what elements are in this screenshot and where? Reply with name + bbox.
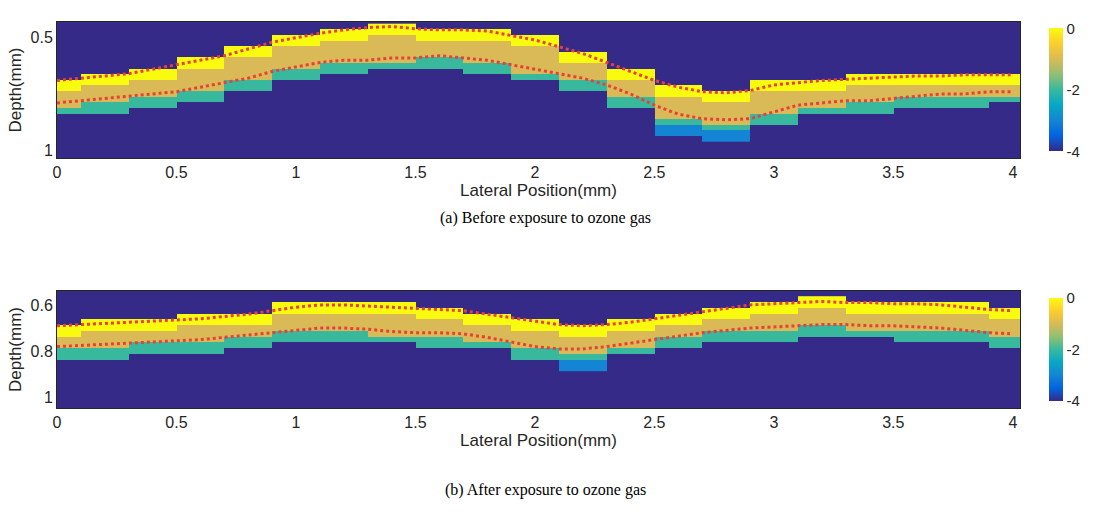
svg-text:1: 1 xyxy=(292,414,301,431)
svg-text:4: 4 xyxy=(1008,414,1017,431)
svg-text:0.5: 0.5 xyxy=(165,164,187,181)
svg-text:-4: -4 xyxy=(1067,143,1080,160)
svg-text:1: 1 xyxy=(44,389,53,406)
svg-text:3.5: 3.5 xyxy=(882,414,904,431)
svg-text:-4: -4 xyxy=(1067,392,1080,409)
svg-text:Lateral Position(mm): Lateral Position(mm) xyxy=(460,431,617,450)
svg-text:-2: -2 xyxy=(1067,81,1080,98)
svg-text:Lateral Position(mm): Lateral Position(mm) xyxy=(460,181,617,200)
svg-text:0.5: 0.5 xyxy=(31,29,53,46)
svg-text:4: 4 xyxy=(1008,164,1017,181)
svg-text:3.5: 3.5 xyxy=(882,164,904,181)
svg-text:(b) After exposure to ozone ga: (b) After exposure to ozone gas xyxy=(445,481,646,499)
svg-text:2.5: 2.5 xyxy=(643,414,665,431)
svg-text:Depth(mm): Depth(mm) xyxy=(6,307,25,392)
svg-text:0.8: 0.8 xyxy=(31,343,53,360)
svg-text:Depth(mm): Depth(mm) xyxy=(6,47,25,132)
svg-text:0.6: 0.6 xyxy=(31,297,53,314)
svg-text:1.5: 1.5 xyxy=(404,414,426,431)
svg-text:(a) Before exposure to ozone g: (a) Before exposure to ozone gas xyxy=(440,209,651,227)
svg-text:2.5: 2.5 xyxy=(643,164,665,181)
svg-text:3: 3 xyxy=(769,414,778,431)
svg-text:1.5: 1.5 xyxy=(404,164,426,181)
svg-text:1: 1 xyxy=(292,164,301,181)
svg-text:2: 2 xyxy=(530,414,539,431)
svg-text:3: 3 xyxy=(769,164,778,181)
svg-text:2: 2 xyxy=(530,164,539,181)
svg-text:0: 0 xyxy=(53,164,62,181)
svg-text:1: 1 xyxy=(44,142,53,159)
svg-text:0.5: 0.5 xyxy=(165,414,187,431)
svg-text:-2: -2 xyxy=(1067,341,1080,358)
svg-text:0: 0 xyxy=(53,414,62,431)
svg-text:0: 0 xyxy=(1067,289,1075,306)
svg-text:0: 0 xyxy=(1067,20,1075,37)
